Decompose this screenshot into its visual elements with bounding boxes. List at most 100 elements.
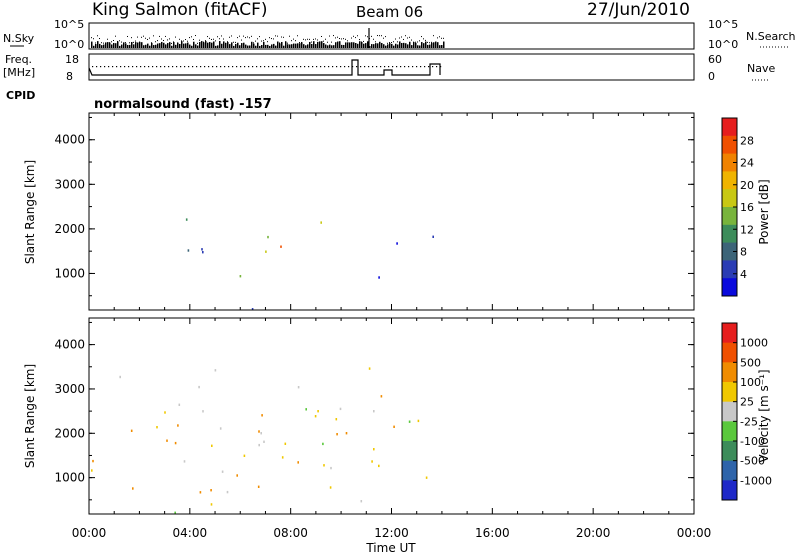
freq-dot <box>408 66 410 68</box>
nsky-bar <box>349 42 351 48</box>
nsearch-dot <box>429 42 430 44</box>
nsky-bar <box>333 45 335 48</box>
nsearch-dot <box>265 38 266 40</box>
nsearch-dot <box>291 40 292 42</box>
freq-dot <box>264 66 266 68</box>
nsky-bar <box>147 43 149 48</box>
freq-dot <box>372 66 374 68</box>
freq-dot <box>360 66 362 68</box>
nsky-bar <box>177 42 179 48</box>
colorbar-swatch <box>722 153 737 172</box>
nsearch-dot <box>397 41 398 43</box>
data-cell <box>425 476 428 479</box>
nsearch-dot <box>439 36 440 38</box>
nsky-bar <box>301 42 303 48</box>
nsearch-dot <box>143 35 144 37</box>
nsearch-dot <box>385 36 386 38</box>
freq-dot <box>112 66 114 68</box>
freq-label: Freq. <box>5 53 32 66</box>
nsky-bar <box>255 45 257 48</box>
nsearch-dot <box>345 38 346 40</box>
colorbar-tick-label: -25 <box>740 415 758 428</box>
colorbar-tick-label: 20 <box>740 179 754 192</box>
nsky-bar <box>313 41 315 48</box>
data-cell <box>174 441 177 445</box>
nsearch-dot <box>215 40 216 42</box>
nave-tick-bottom: 0 <box>708 70 715 83</box>
x-axis-label: Time UT <box>365 541 416 554</box>
nsearch-dot <box>327 41 328 43</box>
nsky-bar <box>331 45 333 48</box>
nsky-bar <box>249 45 251 48</box>
freq-dot <box>152 66 154 68</box>
nsearch-dot <box>273 38 274 40</box>
nsearch-dot <box>259 36 260 38</box>
nsky-bar <box>299 43 301 48</box>
nsky-bar <box>167 43 169 48</box>
data-cell <box>130 429 133 432</box>
nsky-bar <box>345 42 347 48</box>
nsky-bar <box>389 43 391 48</box>
nsky-bar <box>139 41 141 48</box>
nsearch-dot <box>341 38 342 40</box>
freq-dot <box>380 66 382 68</box>
nsky-bar <box>339 41 341 48</box>
freq-dot <box>288 66 290 68</box>
nsky-bar <box>171 45 173 48</box>
nsearch-dot <box>153 35 154 37</box>
power-colorbar: 28 24 20 16 12 8 4 <box>721 117 754 297</box>
nsky-bar <box>429 44 431 48</box>
nsearch-dot <box>319 42 320 44</box>
nsky-bar <box>325 44 327 48</box>
nsearch-dot <box>233 41 234 43</box>
nsearch-dot <box>129 42 130 44</box>
nsearch-dot <box>225 42 226 44</box>
nsearch-dot <box>229 36 230 38</box>
nsearch-dot <box>339 38 340 40</box>
nsearch-dot <box>195 35 196 37</box>
freq-dot <box>272 66 274 68</box>
nsky-bar <box>315 44 317 48</box>
freq-dot <box>200 66 202 68</box>
nsearch-dot <box>191 36 192 38</box>
freq-dot <box>208 66 210 68</box>
nsearch-dot <box>293 38 294 40</box>
x-tick-label: 12:00 <box>374 526 409 540</box>
power-heatmap <box>185 218 434 311</box>
nsky-bar <box>347 42 349 48</box>
nsearch-tick-bottom: 10^0 <box>708 38 738 51</box>
x-tick-label: 16:00 <box>475 526 510 540</box>
velocity-axes: 1000 2000 3000 4000 <box>54 318 695 514</box>
y-tick-label: 3000 <box>54 177 85 191</box>
nsky-bar <box>353 42 355 48</box>
cpid-label: CPID <box>6 89 35 102</box>
freq-dot <box>176 66 178 68</box>
nsearch-dot <box>425 39 426 41</box>
nsearch-dot <box>249 37 250 39</box>
nsearch-dot <box>331 41 332 43</box>
nsky-bar <box>229 44 231 48</box>
data-cell <box>178 403 181 406</box>
nsky-bar <box>261 45 263 48</box>
nsky-bar <box>153 45 155 48</box>
nsearch-dot <box>313 38 314 40</box>
nsearch-dot <box>227 41 228 43</box>
colorbar-tick-label: 1000 <box>740 337 768 350</box>
freq-tick-top: 18 <box>65 53 79 66</box>
nsky-bar <box>123 42 125 48</box>
colorbar-tick-label: -500 <box>740 455 765 468</box>
x-tick-label: 00:00 <box>677 526 712 540</box>
nsearch-dot <box>181 40 182 42</box>
data-cell <box>360 500 363 503</box>
freq-dot <box>392 66 394 68</box>
nsky-bar <box>317 41 319 48</box>
nsearch-dot <box>213 38 214 40</box>
nsky-bar <box>439 45 441 48</box>
nsky-bar <box>159 43 161 48</box>
freq-dot <box>232 66 234 68</box>
nsearch-dot <box>159 35 160 37</box>
data-cell <box>258 443 260 447</box>
x-tick-label: 08:00 <box>273 526 308 540</box>
nsearch-dot <box>301 41 302 43</box>
nsky-bar <box>407 44 409 48</box>
